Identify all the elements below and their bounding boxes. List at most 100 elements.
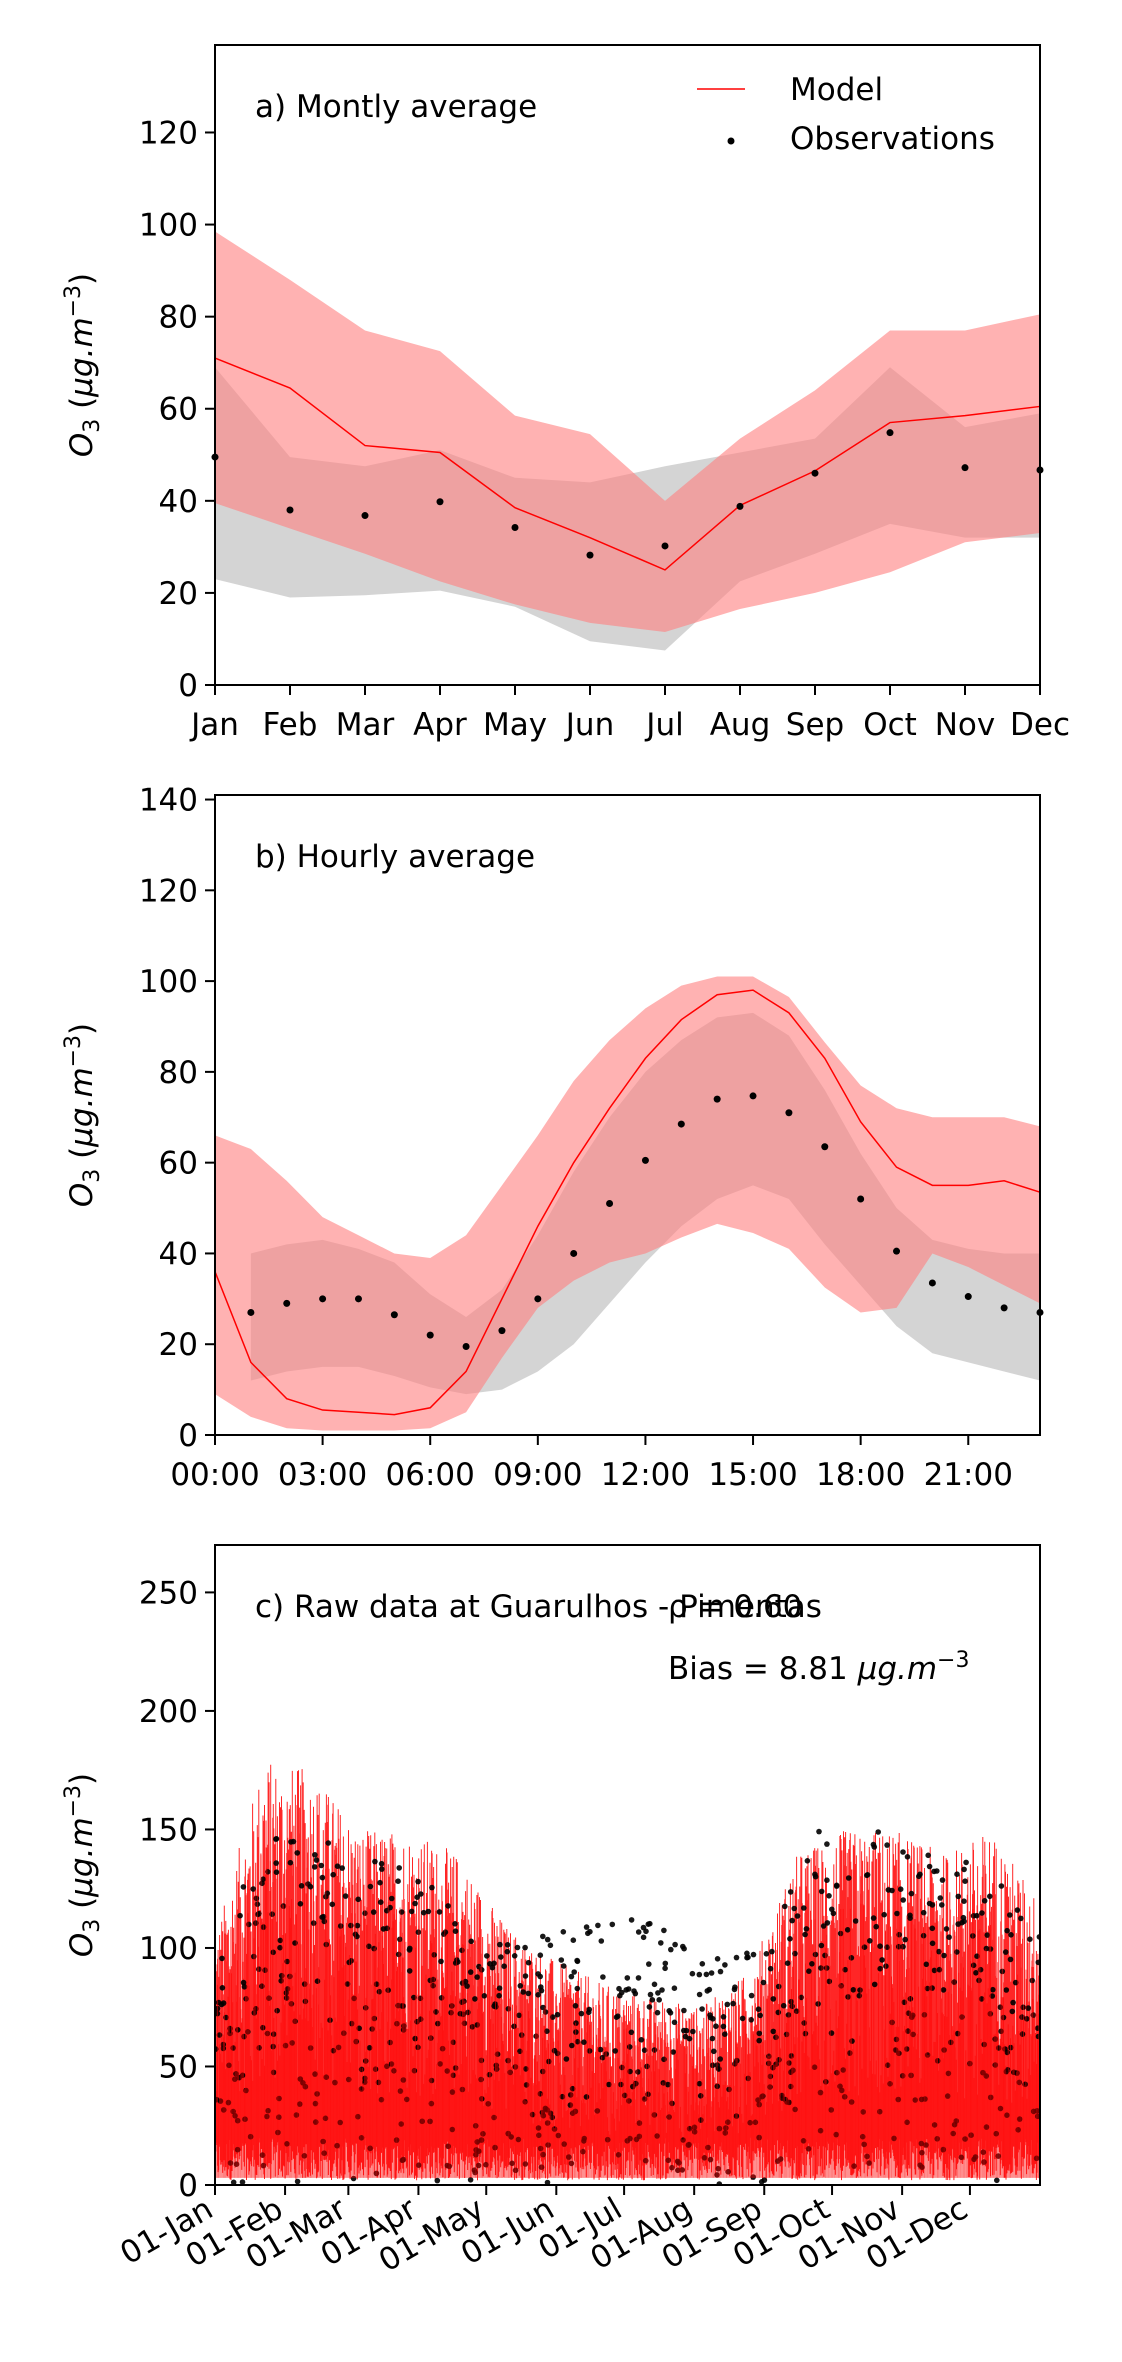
observation-point <box>498 1954 504 1960</box>
observation-point <box>1002 1949 1009 1955</box>
observation-point <box>429 1884 435 1891</box>
observation-point <box>560 1929 567 1935</box>
observation-point <box>769 1948 775 1955</box>
panel-c-title: c) Raw data at Guarulhos - Pimentas <box>255 1589 822 1625</box>
observation-point <box>540 2004 546 2011</box>
correlation-annotation: ρ = 0.60 <box>668 1589 802 1625</box>
observation-point <box>787 1936 793 1942</box>
observation-point <box>452 1921 458 1927</box>
observation-point <box>785 1109 793 1117</box>
observation-point <box>635 2069 641 2075</box>
observation-point <box>498 1327 506 1335</box>
observation-point <box>662 1965 668 1972</box>
observation-point <box>522 1944 528 1951</box>
observation-point <box>384 1925 390 1932</box>
observation-point <box>697 2093 704 2099</box>
observation-point <box>355 1896 362 1903</box>
observation-point <box>879 1957 885 1963</box>
observation-point <box>544 1936 551 1943</box>
observation-point <box>929 1925 936 1932</box>
observation-point <box>464 1983 470 1989</box>
observation-point <box>570 1249 578 1257</box>
observation-point <box>981 1898 988 1904</box>
observation-point <box>538 1987 545 1994</box>
observation-point <box>339 1865 346 1871</box>
ytick-label: 150 <box>139 1812 198 1848</box>
observation-point <box>775 2009 782 2016</box>
xtick-label: 06:00 <box>386 1457 475 1493</box>
observation-point <box>908 1890 915 1897</box>
observation-point <box>372 1858 378 1865</box>
observation-point <box>367 1883 374 1890</box>
observation-point <box>920 1909 927 1916</box>
observation-point <box>998 1883 1005 1889</box>
observation-point <box>452 1928 459 1934</box>
legend-model-label: Model <box>790 72 883 108</box>
observation-point <box>319 1874 326 1881</box>
observation-point <box>246 1921 252 1928</box>
xtick-label: 21:00 <box>924 1457 1013 1493</box>
observation-point <box>628 1917 635 1923</box>
observation-point <box>962 1878 968 1884</box>
observation-point <box>961 464 969 472</box>
observation-point <box>484 1953 490 1959</box>
observation-point <box>699 1961 706 1967</box>
observation-point <box>941 1952 947 1959</box>
observation-point <box>997 2004 1004 2010</box>
observation-point <box>305 1881 311 1887</box>
ytick-label: 0 <box>178 2168 198 2204</box>
observation-point <box>1014 1907 1021 1913</box>
observation-point <box>830 1910 837 1917</box>
xtick-label: May <box>483 707 547 743</box>
observation-point <box>318 1862 325 1869</box>
observation-point <box>412 1900 418 1907</box>
ytick-label: 60 <box>159 392 198 428</box>
observation-point <box>558 1957 565 1963</box>
ytick-label: 120 <box>139 115 198 151</box>
observation-point <box>744 1954 750 1961</box>
observation-point <box>850 1987 857 1993</box>
observation-point <box>468 1938 475 1945</box>
observation-point <box>476 1963 482 1970</box>
panel-b-hourly-average: 0 20 40 60 80 100 120 140 00:00 03:00 06:00 09:00 1… <box>61 783 1044 1493</box>
observation-point <box>560 1963 567 1969</box>
observation-point <box>496 1985 503 1991</box>
observation-point <box>939 1877 946 1883</box>
observation-point <box>928 1279 936 1287</box>
observation-point <box>812 1873 819 1880</box>
observation-point <box>671 2019 678 2026</box>
observation-point <box>535 1971 541 1977</box>
observation-point <box>984 1932 991 1938</box>
observation-point <box>877 1943 883 1949</box>
panel-a-ylabel: O3 (µg.m−3) <box>61 273 105 457</box>
observation-point <box>628 2029 635 2036</box>
xtick-label: 18:00 <box>816 1457 905 1493</box>
observation-point <box>586 2006 593 2013</box>
observation-point <box>283 1299 291 1307</box>
observation-point <box>241 1984 248 1990</box>
ytick-label: 120 <box>139 873 198 909</box>
ytick-label: 20 <box>159 1327 198 1363</box>
observation-point <box>273 1860 280 1866</box>
observation-point <box>683 2027 690 2034</box>
observation-point <box>934 1868 940 1874</box>
observation-point <box>366 2045 373 2051</box>
observation-point <box>396 1865 403 1871</box>
observation-point <box>240 1979 247 1986</box>
observation-point <box>219 1985 226 1991</box>
observation-point <box>794 1913 801 1919</box>
observation-point <box>954 1871 960 1877</box>
observation-point <box>612 2048 618 2054</box>
observation-point <box>472 1996 478 2002</box>
observation-point <box>926 1863 933 1870</box>
observation-point <box>370 1909 377 1915</box>
observation-point <box>571 1969 577 1975</box>
observation-point <box>809 1961 815 1967</box>
observation-point <box>812 1951 819 1958</box>
observation-point <box>517 1983 524 1989</box>
observation-point <box>230 2179 237 2185</box>
model-range-band <box>215 976 1040 1431</box>
observation-point <box>937 1895 944 1901</box>
observation-point <box>1035 1959 1040 1966</box>
panel-b-ylabel: O3 (µg.m−3) <box>61 1023 105 1207</box>
